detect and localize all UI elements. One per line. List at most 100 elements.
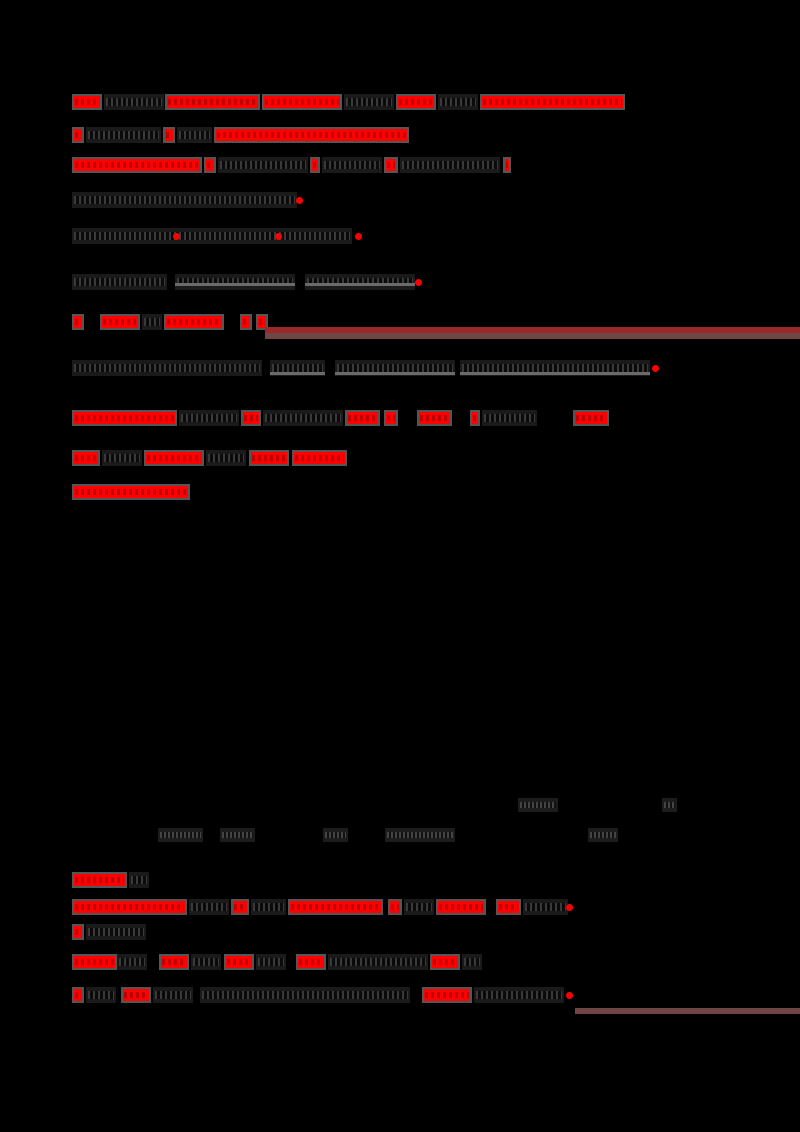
highlighted-text-segment bbox=[100, 314, 140, 330]
formula-segment bbox=[179, 410, 239, 426]
formula-segment bbox=[177, 127, 212, 143]
formula-segment bbox=[344, 94, 394, 110]
highlighted-text-segment bbox=[72, 899, 187, 915]
highlighted-text-segment bbox=[224, 954, 254, 970]
formula-segment bbox=[523, 899, 568, 915]
formula-segment bbox=[191, 954, 221, 970]
formula-segment bbox=[256, 954, 286, 970]
section-rule bbox=[265, 327, 800, 333]
highlighted-text-segment bbox=[204, 157, 216, 173]
highlighted-text-segment bbox=[72, 410, 177, 426]
highlighted-text-segment bbox=[388, 899, 402, 915]
formula-segment bbox=[142, 314, 162, 330]
highlighted-text-segment bbox=[121, 987, 151, 1003]
highlighted-text-segment bbox=[72, 127, 84, 143]
formula-segment bbox=[129, 872, 149, 888]
highlighted-text-segment bbox=[165, 94, 260, 110]
figure-caption bbox=[662, 798, 677, 812]
geometry-figure bbox=[70, 540, 710, 860]
formula-segment bbox=[474, 987, 564, 1003]
highlighted-text-segment bbox=[296, 954, 326, 970]
fraction-bar bbox=[175, 283, 295, 286]
punctuation-mark bbox=[355, 233, 362, 240]
highlighted-text-segment bbox=[163, 127, 175, 143]
punctuation-mark bbox=[566, 904, 573, 911]
figure-caption bbox=[385, 828, 455, 842]
highlighted-text-segment bbox=[144, 450, 204, 466]
formula-segment bbox=[438, 94, 478, 110]
highlighted-text-segment bbox=[214, 127, 409, 143]
formula-segment bbox=[400, 157, 500, 173]
formula-segment bbox=[153, 987, 193, 1003]
fraction-bar bbox=[335, 372, 455, 375]
formula-segment bbox=[462, 954, 482, 970]
formula-segment bbox=[104, 94, 164, 110]
highlighted-text-segment bbox=[72, 450, 100, 466]
figure-caption bbox=[518, 798, 558, 812]
formula-segment bbox=[305, 274, 415, 290]
fraction-bar bbox=[305, 283, 415, 286]
formula-segment bbox=[117, 954, 147, 970]
highlighted-text-segment bbox=[72, 94, 102, 110]
highlighted-text-segment bbox=[345, 410, 380, 426]
formula-segment bbox=[328, 954, 428, 970]
highlighted-text-segment bbox=[241, 410, 261, 426]
formula-segment bbox=[175, 274, 295, 290]
formula-segment bbox=[404, 899, 434, 915]
punctuation-mark bbox=[275, 233, 282, 240]
highlighted-text-segment bbox=[573, 410, 609, 426]
highlighted-text-segment bbox=[256, 314, 268, 330]
highlighted-text-segment bbox=[436, 899, 486, 915]
formula-segment bbox=[206, 450, 246, 466]
punctuation-mark bbox=[415, 279, 422, 286]
figure-caption bbox=[220, 828, 255, 842]
highlighted-text-segment bbox=[72, 872, 127, 888]
formula-segment bbox=[102, 450, 142, 466]
highlighted-text-segment bbox=[262, 94, 342, 110]
highlighted-text-segment bbox=[430, 954, 460, 970]
formula-segment bbox=[251, 899, 286, 915]
highlighted-text-segment bbox=[288, 899, 383, 915]
section-rule bbox=[575, 1008, 800, 1014]
highlighted-text-segment bbox=[72, 987, 84, 1003]
highlighted-text-segment bbox=[72, 157, 202, 173]
formula-segment bbox=[218, 157, 308, 173]
highlighted-text-segment bbox=[164, 314, 224, 330]
punctuation-mark bbox=[566, 992, 573, 999]
formula-segment bbox=[482, 410, 537, 426]
section-rule bbox=[265, 333, 800, 339]
formula-segment bbox=[200, 987, 410, 1003]
formula-segment bbox=[86, 924, 146, 940]
punctuation-mark bbox=[173, 233, 180, 240]
highlighted-text-segment bbox=[240, 314, 252, 330]
formula-segment bbox=[86, 127, 161, 143]
formula-segment bbox=[72, 192, 297, 208]
formula-segment bbox=[189, 899, 229, 915]
highlighted-text-segment bbox=[422, 987, 472, 1003]
figure-caption bbox=[588, 828, 618, 842]
highlighted-text-segment bbox=[480, 94, 625, 110]
punctuation-mark bbox=[296, 197, 303, 204]
highlighted-text-segment bbox=[72, 954, 117, 970]
highlighted-text-segment bbox=[384, 410, 398, 426]
highlighted-text-segment bbox=[159, 954, 189, 970]
highlighted-text-segment bbox=[417, 410, 452, 426]
formula-segment bbox=[263, 410, 343, 426]
highlighted-text-segment bbox=[72, 484, 190, 500]
highlighted-text-segment bbox=[496, 899, 521, 915]
figure-caption bbox=[158, 828, 203, 842]
fraction-bar bbox=[460, 372, 650, 375]
fraction-bar bbox=[270, 372, 325, 375]
highlighted-text-segment bbox=[72, 314, 84, 330]
formula-segment bbox=[72, 228, 352, 244]
highlighted-text-segment bbox=[292, 450, 347, 466]
figure-caption bbox=[323, 828, 348, 842]
highlighted-text-segment bbox=[72, 924, 84, 940]
highlighted-text-segment bbox=[249, 450, 289, 466]
formula-segment bbox=[72, 360, 262, 376]
formula-segment bbox=[72, 274, 167, 290]
highlighted-text-segment bbox=[470, 410, 480, 426]
punctuation-mark bbox=[652, 365, 659, 372]
formula-segment bbox=[86, 987, 116, 1003]
highlighted-text-segment bbox=[384, 157, 398, 173]
